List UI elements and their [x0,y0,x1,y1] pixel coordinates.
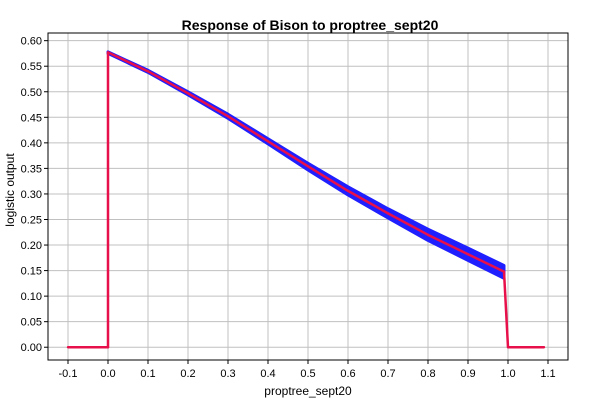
x-tick-label: 0.5 [300,368,315,380]
y-tick-label: 0.45 [21,112,42,124]
y-tick-label: 0.35 [21,163,42,175]
x-axis-label: proptree_sept20 [264,384,352,398]
x-tick-label: 0.4 [260,368,275,380]
data-point [506,346,510,349]
y-tick-label: 0.55 [21,61,42,73]
y-tick-label: 0.05 [21,317,42,329]
y-tick-label: 0.60 [21,36,42,48]
data-point [502,270,506,273]
x-tick-labels: -0.1 0.0 0.1 0.2 0.3 0.4 0.5 0.6 0.7 0.8 0.9 1.0 1.1 [59,360,556,380]
x-tick-label: 0.8 [420,368,435,380]
data-point [146,70,150,73]
y-tick-label: 0.10 [21,291,42,303]
data-point [386,212,390,215]
data-point [346,189,350,193]
y-tick-labels: 0.00 0.05 0.10 0.15 0.20 0.25 0.30 0.35 0.40 0.45… [21,36,48,354]
y-tick-label: 0.25 [21,214,42,226]
y-axis-label: logistic output [3,153,17,227]
data-point [426,233,430,237]
x-tick-label: 0.0 [100,368,115,380]
x-tick-label: 1.0 [500,368,515,380]
x-tick-label: 0.7 [380,368,395,380]
x-tick-label: 0.3 [220,368,235,380]
x-tick-label: 0.2 [180,368,195,380]
y-tick-label: 0.00 [21,342,42,354]
x-tick-label: 0.9 [460,368,475,380]
x-tick-label: 0.1 [140,368,155,380]
data-point [186,92,190,95]
data-point [266,140,270,143]
data-point [66,346,70,349]
y-tick-label: 0.30 [21,189,42,201]
x-tick-label: -0.1 [59,368,78,380]
x-tick-label: 0.6 [340,368,355,380]
y-tick-label: 0.40 [21,138,42,150]
y-tick-label: 0.20 [21,240,42,252]
data-point [306,165,310,168]
data-point [226,115,230,118]
y-tick-label: 0.50 [21,87,42,99]
data-point [106,51,110,54]
data-point [542,346,546,349]
y-tick-label: 0.15 [21,266,42,278]
chart-title: Response of Bison to proptree_sept20 [182,17,439,33]
x-tick-label: 1.1 [540,368,555,380]
mean-response-line [66,51,546,349]
data-point [106,346,110,349]
data-point [466,253,470,256]
